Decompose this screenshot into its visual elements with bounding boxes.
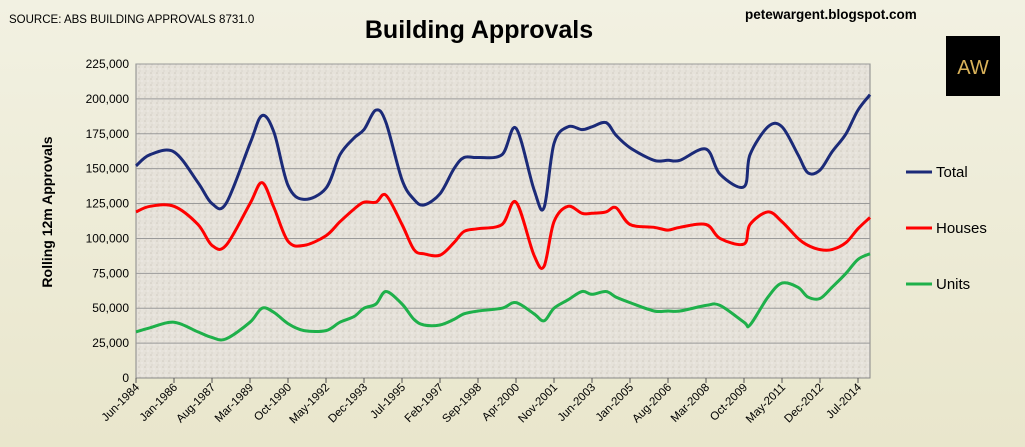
y-axis-ticks: 0 25,000 50,000 75,000 100,000 125,000 150,000… <box>86 57 130 385</box>
x-tick-label: Sep-1998 <box>440 382 484 426</box>
x-tick-label: Jul-2014 <box>824 381 864 421</box>
x-tick-label: Jun-2003 <box>556 382 598 424</box>
plot-area <box>135 63 871 379</box>
y-axis-label: Rolling 12m Approvals <box>39 136 55 287</box>
x-tick-label: Aug-1987 <box>174 382 218 426</box>
x-tick-label: Aug-2006 <box>630 382 674 426</box>
source-note: SOURCE: ABS BUILDING APPROVALS 8731.0 <box>9 14 254 26</box>
x-tick-label: Jun-1984 <box>100 381 143 424</box>
x-tick-label: Dec-1993 <box>326 382 370 426</box>
series-lines <box>134 93 872 342</box>
x-tick-label: May-2011 <box>744 382 788 426</box>
legend-label-units: Units <box>936 276 970 293</box>
y-tick-label: 225,000 <box>86 57 130 71</box>
y-tick-label: 50,000 <box>92 301 129 315</box>
legend-label-total: Total <box>936 164 968 181</box>
legend: Total Houses Units <box>906 164 987 293</box>
y-tick-label: 25,000 <box>92 336 129 350</box>
x-tick-label: Nov-2001 <box>516 382 560 426</box>
y-tick-label: 175,000 <box>86 127 130 141</box>
x-tick-label: Mar-1989 <box>213 382 256 425</box>
series-line-houses <box>135 181 872 270</box>
chart-title: Building Approvals <box>365 16 593 44</box>
blog-url: petewargent.blogspot.com <box>745 7 917 22</box>
series-line-units <box>135 252 871 342</box>
x-tick-label: Dec-2012 <box>782 382 826 426</box>
series-line-total <box>134 93 872 212</box>
y-tick-label: 125,000 <box>86 197 130 211</box>
y-tick-label: 100,000 <box>86 231 130 245</box>
y-tick-label: 150,000 <box>86 162 130 176</box>
x-tick-label: Mar-2008 <box>669 382 712 425</box>
y-tick-label: 75,000 <box>92 266 129 280</box>
y-tick-label: 200,000 <box>86 92 130 106</box>
x-tick-label: Feb-1997 <box>403 382 446 425</box>
logo-text: AW <box>957 57 989 79</box>
aw-logo: AW <box>946 36 1000 96</box>
x-tick-label: May-1992 <box>287 382 332 427</box>
x-tick-label: Jul-1995 <box>368 382 408 422</box>
legend-label-houses: Houses <box>936 220 987 237</box>
x-axis-ticks: Jun-1984Jan-1986Aug-1987Mar-1989Oct-1990… <box>100 378 865 426</box>
y-tick-label: 0 <box>122 371 129 385</box>
